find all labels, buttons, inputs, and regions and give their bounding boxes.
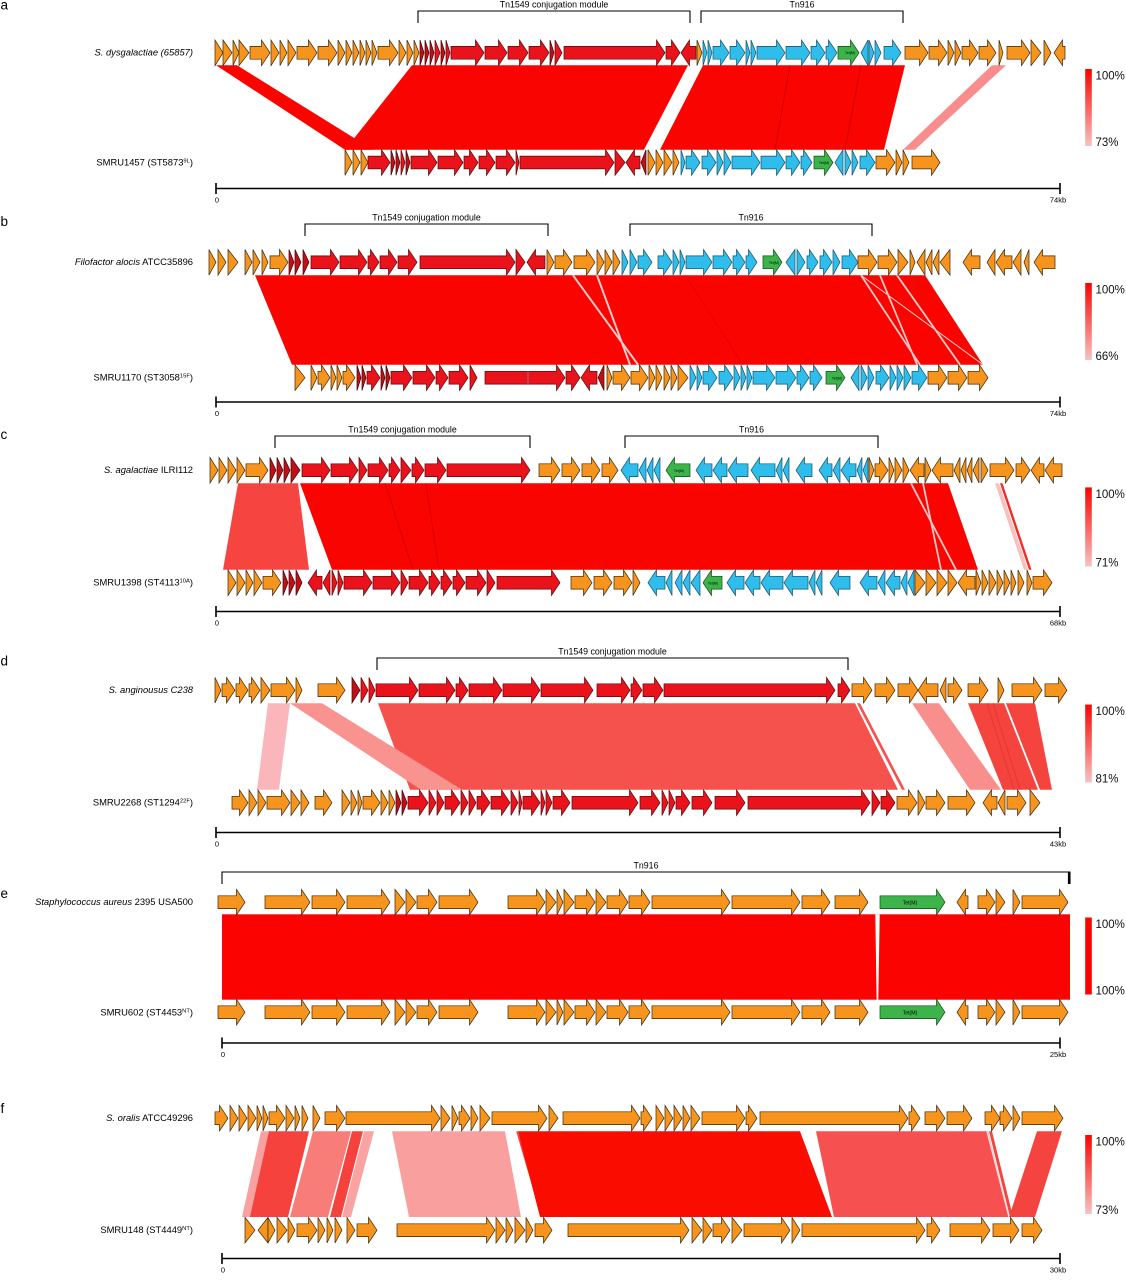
svg-text:100%: 100%	[1096, 285, 1125, 297]
svg-text:Tn916: Tn916	[634, 861, 659, 871]
svg-text:Tn916: Tn916	[790, 0, 815, 10]
svg-text:Tet(M): Tet(M)	[845, 51, 855, 55]
svg-text:SMRU602 (ST4453NT): SMRU602 (ST4453NT)	[100, 1006, 193, 1017]
svg-text:b: b	[1, 214, 9, 229]
svg-text:Tet(M): Tet(M)	[903, 1011, 918, 1017]
svg-text:SMRU148 (ST4449NT): SMRU148 (ST4449NT)	[100, 1224, 193, 1235]
svg-text:Tet(M): Tet(M)	[832, 377, 842, 381]
svg-text:SMRU1457 (ST58739L): SMRU1457 (ST58739L)	[96, 156, 193, 167]
svg-text:0: 0	[215, 409, 219, 418]
svg-text:Tn1549 conjugation module: Tn1549 conjugation module	[558, 647, 667, 657]
svg-text:71%: 71%	[1096, 558, 1119, 570]
svg-text:43kb: 43kb	[1050, 840, 1066, 849]
svg-text:Filofactor alocis ATCC35896: Filofactor alocis ATCC35896	[75, 256, 193, 267]
svg-text:Tn916: Tn916	[739, 213, 764, 223]
svg-text:74kb: 74kb	[1050, 196, 1066, 205]
svg-text:74kb: 74kb	[1050, 409, 1066, 418]
svg-text:73%: 73%	[1096, 1205, 1119, 1217]
svg-text:Tn1549 conjugation module: Tn1549 conjugation module	[348, 425, 457, 435]
svg-text:SMRU1398 (ST411310A): SMRU1398 (ST411310A)	[93, 577, 193, 588]
svg-text:S. anginousus C238: S. anginousus C238	[109, 684, 194, 695]
svg-text:Tet(M): Tet(M)	[903, 901, 918, 907]
svg-text:73%: 73%	[1096, 137, 1119, 149]
svg-text:S. oralis ATCC49296: S. oralis ATCC49296	[106, 1112, 193, 1123]
svg-text:d: d	[1, 654, 9, 669]
svg-text:0: 0	[221, 1266, 225, 1275]
svg-text:SMRU1170 (ST305815F): SMRU1170 (ST305815F)	[94, 372, 193, 383]
svg-text:25kb: 25kb	[1050, 1050, 1066, 1059]
svg-text:f: f	[1, 1101, 5, 1116]
svg-text:0: 0	[215, 196, 219, 205]
svg-text:S. agalactiae ILRI112: S. agalactiae ILRI112	[104, 464, 193, 475]
svg-text:Tn916: Tn916	[739, 425, 764, 435]
svg-text:81%: 81%	[1096, 774, 1119, 786]
svg-text:100%: 100%	[1096, 71, 1125, 83]
svg-text:S. dysgalactiae (65857): S. dysgalactiae (65857)	[95, 47, 194, 58]
svg-text:Tn1549 conjugation module: Tn1549 conjugation module	[500, 0, 609, 10]
svg-text:SMRU2268 (ST129422F): SMRU2268 (ST129422F)	[93, 797, 193, 808]
svg-text:Tet(M): Tet(M)	[769, 261, 779, 265]
svg-text:100%: 100%	[1096, 1137, 1125, 1149]
svg-text:0: 0	[215, 619, 219, 628]
svg-text:30kb: 30kb	[1050, 1266, 1066, 1275]
svg-text:c: c	[1, 427, 8, 442]
svg-text:68kb: 68kb	[1050, 619, 1066, 628]
svg-text:Tet(M): Tet(M)	[708, 582, 718, 586]
svg-text:100%: 100%	[1096, 706, 1125, 718]
svg-text:a: a	[1, 0, 9, 12]
svg-text:Tet(M): Tet(M)	[674, 469, 684, 473]
svg-text:66%: 66%	[1096, 351, 1119, 363]
svg-text:0: 0	[215, 840, 219, 849]
svg-text:Staphylococcus aureus 2395 USA: Staphylococcus aureus 2395 USA500	[35, 896, 193, 907]
svg-text:0: 0	[221, 1050, 225, 1059]
svg-text:100%: 100%	[1096, 489, 1125, 501]
svg-text:100%: 100%	[1096, 986, 1125, 998]
svg-text:Tn1549 conjugation module: Tn1549 conjugation module	[372, 213, 481, 223]
svg-text:Tet(M): Tet(M)	[819, 161, 829, 165]
svg-text:e: e	[1, 886, 9, 901]
svg-text:100%: 100%	[1096, 919, 1125, 931]
